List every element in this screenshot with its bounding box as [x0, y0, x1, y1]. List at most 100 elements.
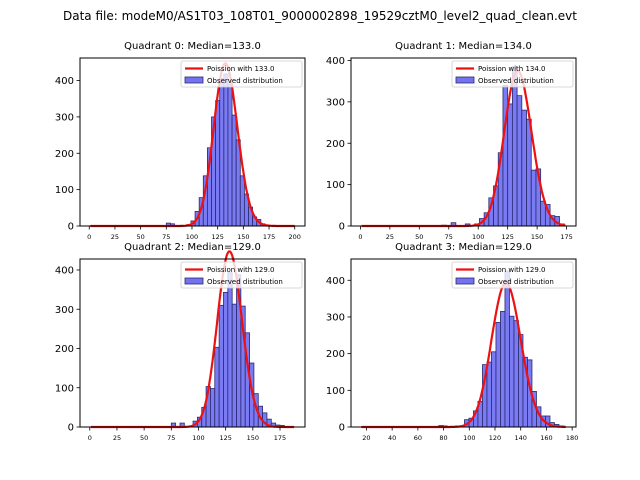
x-tick-label: 175	[560, 233, 572, 241]
x-tick-label: 25	[386, 233, 394, 241]
x-tick-label: 175	[263, 233, 275, 241]
axes-frame	[79, 258, 306, 428]
subplot-quadrant-3: Quadrant 3: Median=129.0 0 100 200 300 400 20 4…	[326, 242, 578, 442]
x-tick-label: 125	[219, 434, 231, 442]
x-tick-label: 100	[186, 233, 198, 241]
y-tick-label: 100	[326, 386, 345, 397]
histogram-bar	[509, 315, 515, 428]
legend-label-poisson: Poission with 133.0	[207, 65, 275, 73]
x-tick-label: 50	[136, 233, 144, 241]
histogram-bar	[511, 66, 518, 227]
y-tick-label: 400	[326, 56, 345, 67]
subplot-quadrant-1: Quadrant 1: Median=134.0 0 100 200 300 400 0 25…	[326, 41, 577, 241]
x-tick-label: 0	[358, 233, 362, 241]
subplot-title: Quadrant 2: Median=129.0	[124, 242, 261, 253]
legend-label-poisson: Poission with 134.0	[478, 65, 546, 73]
x-tick-label: 40	[388, 434, 396, 442]
x-tick-label: 50	[140, 434, 148, 442]
histogram-bar	[495, 322, 501, 428]
y-tick-label: 300	[55, 305, 74, 316]
legend-box	[180, 60, 303, 88]
x-tick-label: 25	[111, 233, 119, 241]
histogram-bar	[486, 361, 492, 428]
y-tick-label: 200	[55, 149, 74, 160]
y-tick-label: 100	[326, 180, 345, 191]
legend: Poission with 133.0 Observed distribution	[180, 60, 303, 88]
y-tick-label: 300	[55, 113, 74, 124]
y-tick-label: 100	[55, 383, 74, 394]
x-tick-label: 150	[247, 434, 259, 442]
legend-bar-swatch	[455, 277, 475, 285]
y-tick-label: 100	[55, 185, 74, 196]
legend-box	[451, 60, 574, 88]
poisson-curve	[361, 281, 566, 429]
y-tick-label: 400	[326, 276, 345, 287]
subplot-title: Quadrant 1: Median=134.0	[395, 41, 532, 52]
figure-suptitle: Data file: modeM0/AS1T03_108T01_90000028…	[63, 9, 577, 23]
x-tick-label: 50	[415, 233, 423, 241]
legend-label-observed: Observed distribution	[207, 77, 283, 85]
legend-bar-swatch	[455, 76, 475, 84]
legend: Poission with 129.0 Observed distribution	[451, 261, 574, 289]
subplot-title: Quadrant 3: Median=129.0	[395, 242, 532, 253]
histogram-bar	[521, 109, 527, 227]
y-tick-label: 300	[326, 97, 345, 108]
y-tick-label: 0	[339, 222, 345, 233]
x-tick-label: 100	[192, 434, 204, 442]
poisson-curve	[90, 62, 295, 228]
histogram-bar	[500, 311, 506, 428]
legend-label-poisson: Poission with 129.0	[207, 266, 275, 274]
x-tick-label: 120	[489, 434, 501, 442]
x-tick-label: 60	[414, 434, 422, 442]
y-tick-label: 400	[55, 76, 74, 87]
legend-bar-swatch	[184, 277, 204, 285]
x-tick-label: 125	[501, 233, 513, 241]
histogram-bar	[239, 175, 245, 227]
histogram-bar	[507, 103, 513, 227]
x-tick-label: 0	[88, 434, 92, 442]
y-tick-label: 200	[326, 139, 345, 150]
histogram-bar	[223, 291, 229, 428]
x-tick-label: 75	[162, 233, 170, 241]
subplot-quadrant-0: Quadrant 0: Median=133.0 0 100 200 300 400 0 25…	[55, 41, 306, 241]
y-tick-label: 0	[339, 423, 345, 434]
histogram-bar	[210, 388, 216, 428]
histogram-bar	[231, 114, 237, 227]
histogram-bar	[231, 303, 237, 428]
legend-label-observed: Observed distribution	[207, 278, 283, 286]
histogram-bar	[530, 169, 537, 227]
histogram-bar	[504, 270, 510, 428]
legend-box	[451, 261, 574, 289]
y-tick-label: 0	[68, 222, 74, 233]
legend: Poission with 129.0 Observed distribution	[180, 261, 303, 289]
x-tick-label: 175	[274, 434, 286, 442]
legend-label-poisson: Poission with 129.0	[478, 266, 546, 274]
x-tick-label: 75	[445, 233, 453, 241]
subplot-quadrant-2: Quadrant 2: Median=129.0 0 100 200 300 400 0 25…	[55, 242, 306, 442]
y-tick-label: 0	[68, 423, 74, 434]
x-tick-label: 180	[566, 434, 578, 442]
x-tick-label: 25	[113, 434, 121, 442]
subplot-title: Quadrant 0: Median=133.0	[124, 41, 261, 52]
legend-box	[180, 261, 303, 289]
histogram-bar	[219, 78, 225, 227]
legend: Poission with 134.0 Observed distribution	[451, 60, 574, 88]
axes-frame	[350, 258, 577, 428]
histogram-bar	[526, 118, 532, 227]
x-tick-label: 80	[439, 434, 447, 442]
histogram-bar	[491, 351, 497, 428]
legend-bar-swatch	[184, 76, 204, 84]
x-tick-label: 100	[463, 434, 475, 442]
x-tick-label: 200	[289, 233, 301, 241]
histogram-bar	[214, 346, 220, 428]
axes-frame	[350, 57, 577, 227]
y-tick-label: 200	[55, 344, 74, 355]
x-tick-label: 140	[515, 434, 527, 442]
axes-frame	[79, 57, 306, 227]
histogram-bar	[227, 272, 233, 428]
x-tick-label: 0	[87, 233, 91, 241]
histogram-bar	[227, 83, 233, 227]
histogram-bar	[513, 320, 519, 428]
histogram-bar	[218, 304, 224, 428]
